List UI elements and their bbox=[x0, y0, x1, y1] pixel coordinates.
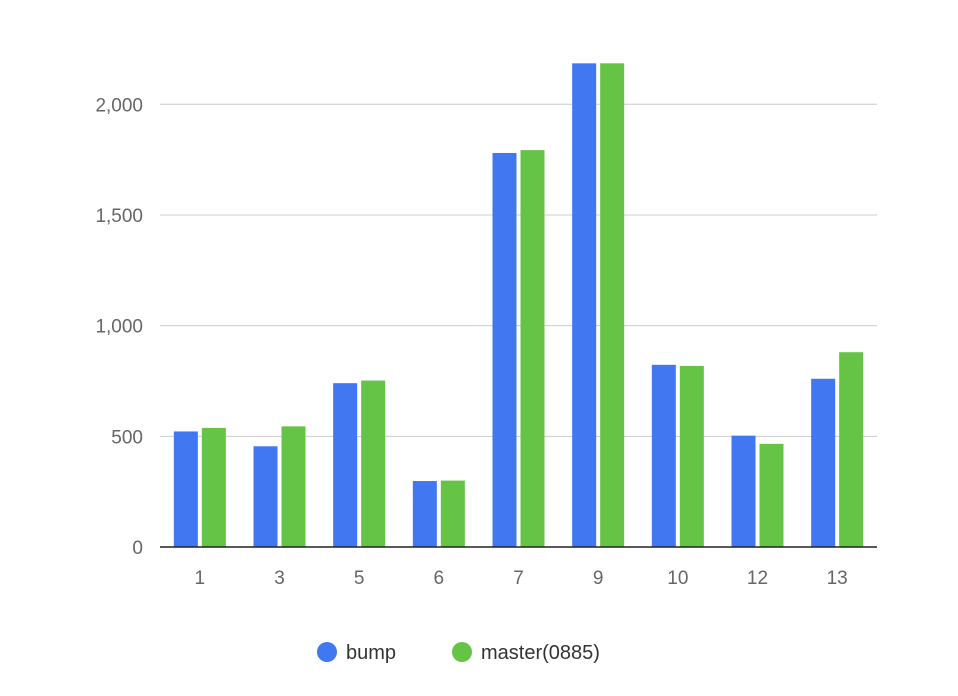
bar-bump bbox=[731, 435, 756, 547]
y-tick-label: 1,500 bbox=[95, 206, 143, 227]
x-tick-label: 13 bbox=[827, 568, 848, 589]
y-tick-label: 1,000 bbox=[95, 317, 143, 338]
x-tick-label: 10 bbox=[667, 568, 688, 589]
x-tick-label: 9 bbox=[593, 568, 604, 589]
bar-bump bbox=[572, 63, 597, 547]
bar-master-0885 bbox=[440, 480, 465, 547]
legend-label: bump bbox=[346, 642, 396, 664]
bar-bump bbox=[173, 431, 198, 547]
bar-bump bbox=[412, 481, 437, 547]
x-axis-ticks: 1 3 5 6 7 9 10 12 13 bbox=[195, 568, 848, 589]
legend: bump master(0885) bbox=[317, 642, 600, 664]
x-tick-label: 5 bbox=[354, 568, 365, 589]
y-axis-ticks: 0 500 1,000 1,500 2,000 bbox=[95, 95, 143, 559]
legend-swatch bbox=[452, 642, 472, 662]
x-tick-label: 1 bbox=[195, 568, 206, 589]
gridlines bbox=[160, 103, 877, 437]
bar-master-0885 bbox=[839, 352, 864, 547]
bar-master-0885 bbox=[679, 365, 704, 547]
bar-bump bbox=[333, 383, 358, 547]
legend-label: master(0885) bbox=[481, 642, 600, 664]
x-tick-label: 3 bbox=[274, 568, 285, 589]
bar-master-0885 bbox=[759, 443, 784, 547]
bar-bump bbox=[253, 446, 278, 547]
y-tick-label: 0 bbox=[132, 538, 143, 559]
y-tick-label: 500 bbox=[111, 427, 143, 448]
bar-bump bbox=[492, 152, 517, 548]
bar-master-0885 bbox=[600, 63, 625, 547]
y-tick-label: 2,000 bbox=[95, 95, 143, 116]
bar-master-0885 bbox=[201, 427, 226, 547]
bar-master-0885 bbox=[281, 426, 306, 547]
x-tick-label: 7 bbox=[513, 568, 524, 589]
bar-master-0885 bbox=[361, 380, 386, 547]
bars bbox=[173, 63, 864, 548]
x-tick-label: 12 bbox=[747, 568, 768, 589]
x-tick-label: 6 bbox=[434, 568, 445, 589]
legend-swatch bbox=[317, 642, 337, 662]
bar-bump bbox=[811, 378, 836, 547]
bar-master-0885 bbox=[520, 150, 545, 547]
bar-bump bbox=[651, 364, 676, 547]
